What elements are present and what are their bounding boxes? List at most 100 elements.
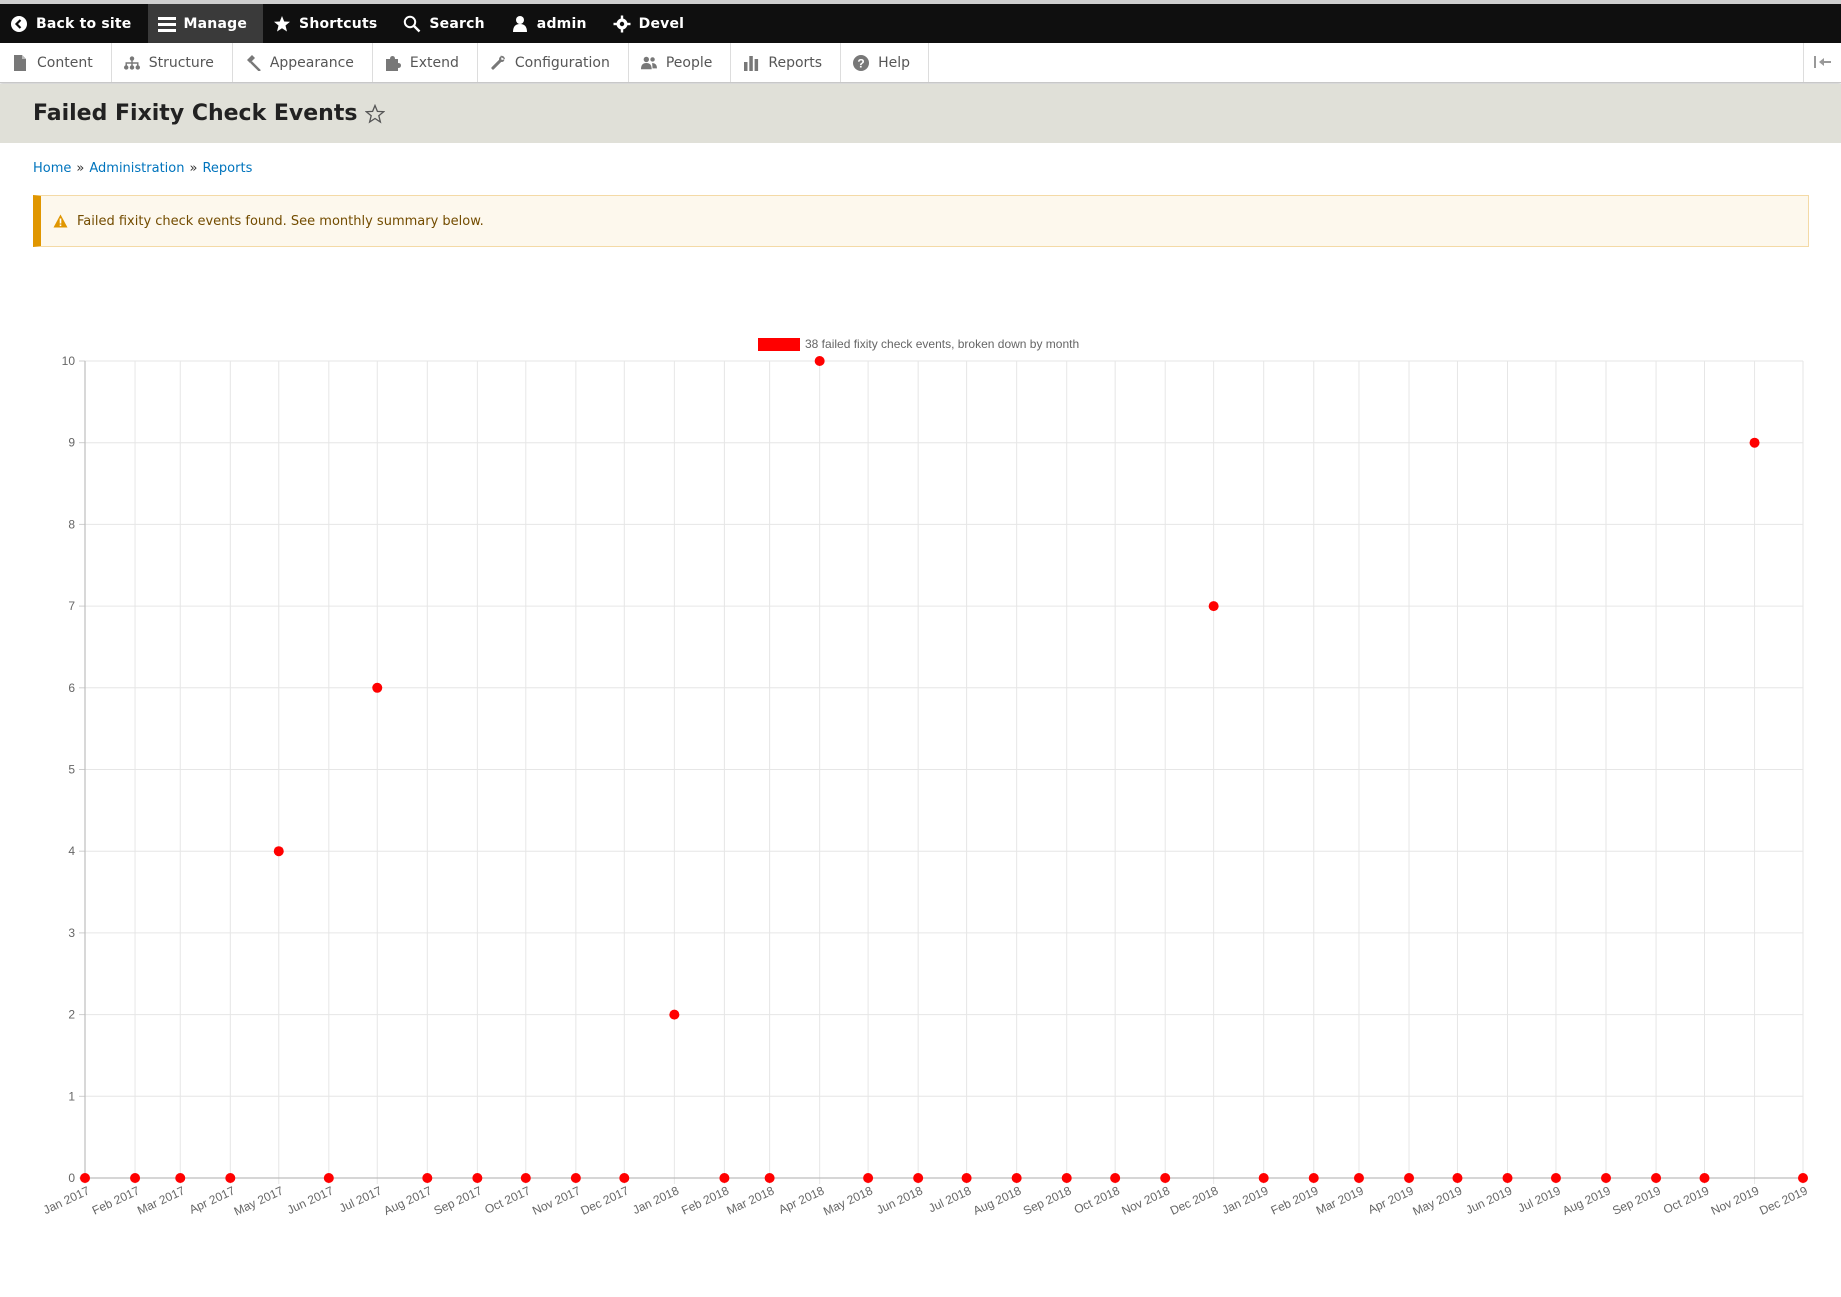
data-point[interactable] [1502,1173,1513,1183]
data-point[interactable] [1061,1173,1072,1183]
x-tick-label: Jun 2019 [1464,1183,1515,1217]
x-tick-label: Oct 2018 [1072,1183,1122,1216]
tray-item-configuration[interactable]: Configuration [478,43,629,82]
puzzle-icon [385,55,401,71]
tray-item-appearance[interactable]: Appearance [233,43,373,82]
x-tick-label: Apr 2017 [187,1183,237,1216]
breadcrumb-separator: » [76,161,85,176]
x-tick-label: Sep 2018 [1021,1183,1074,1218]
tray-item-extend[interactable]: Extend [373,43,478,82]
tray-item-people[interactable]: People [629,43,732,82]
y-tick-label: 8 [68,517,75,531]
data-point[interactable] [961,1173,972,1183]
tray-item-label: Content [37,54,93,71]
data-point[interactable] [225,1173,236,1183]
y-tick-label: 5 [68,763,75,777]
tray-item-reports[interactable]: Reports [731,43,842,82]
data-point[interactable] [1651,1173,1662,1183]
gear-icon [613,15,631,33]
user-label: admin [536,15,587,32]
search-label: Search [429,15,485,32]
data-point[interactable] [472,1173,483,1183]
x-tick-label: Apr 2018 [776,1183,826,1216]
data-point[interactable] [273,846,284,857]
data-point[interactable] [1011,1173,1022,1183]
x-tick-label: Nov 2017 [530,1183,583,1218]
add-shortcut-star-icon[interactable] [365,103,386,124]
data-point[interactable] [669,1009,680,1020]
data-point[interactable] [1308,1173,1319,1183]
x-tick-label: Nov 2018 [1119,1183,1172,1218]
x-tick-label: Apr 2019 [1366,1183,1416,1216]
data-point[interactable] [1601,1173,1612,1183]
tray-item-structure[interactable]: Structure [112,43,233,82]
x-tick-label: Jul 2018 [926,1183,973,1215]
breadcrumb-reports-link[interactable]: Reports [202,161,253,176]
data-point[interactable] [323,1173,334,1183]
bar-chart-icon [743,55,759,71]
x-tick-label: Aug 2017 [382,1183,435,1218]
data-point[interactable] [1110,1173,1121,1183]
data-point[interactable] [1208,601,1219,612]
chart-legend: 38 failed fixity check events, broken do… [758,337,1079,351]
data-point[interactable] [422,1173,433,1183]
data-point[interactable] [1452,1173,1463,1183]
y-axis-ticks: 0 1 2 3 4 5 6 7 8 9 10 [62,354,76,1185]
data-point[interactable] [1550,1173,1561,1183]
back-to-site-link[interactable]: Back to site [0,4,148,43]
y-tick-label: 9 [68,436,75,450]
data-point[interactable] [619,1173,630,1183]
data-point[interactable] [719,1173,730,1183]
data-point[interactable] [1160,1173,1171,1183]
search-icon [403,15,421,33]
search-tab[interactable]: Search [393,4,500,43]
x-tick-label: Jul 2019 [1516,1183,1563,1215]
arrow-left-bar-icon [1813,53,1832,72]
chart-grid [84,360,1804,1184]
breadcrumb-administration-link[interactable]: Administration [89,161,185,176]
data-point[interactable] [1404,1173,1415,1183]
data-point[interactable] [764,1173,775,1183]
devel-tab[interactable]: Devel [603,4,701,43]
fixity-chart: 0 1 2 3 4 5 6 7 8 9 10 Jan 2017 Feb 2017 Mar 2017 Apr… [0,320,1841,1240]
data-point[interactable] [1258,1173,1269,1183]
x-tick-label: Jan 2019 [1220,1183,1271,1217]
tray-orientation-toggle[interactable] [1803,43,1841,82]
data-point[interactable] [80,1173,90,1183]
breadcrumb-home-link[interactable]: Home [33,161,72,176]
breadcrumb-separator: » [189,161,198,176]
shortcuts-tab[interactable]: Shortcuts [263,4,393,43]
tray-item-help[interactable]: ? Help [841,43,929,82]
data-point[interactable] [1353,1173,1364,1183]
data-point[interactable] [372,682,383,693]
page-header: Failed Fixity Check Events [0,84,1841,143]
manage-tab[interactable]: Manage [147,4,264,43]
data-point[interactable] [1798,1173,1808,1183]
chevron-left-circle-icon [10,15,28,33]
hamburger-icon [157,15,176,33]
x-tick-label: Mar 2019 [1314,1183,1366,1217]
y-tick-label: 10 [62,354,76,368]
tray-item-label: Extend [409,54,459,71]
data-point[interactable] [1749,437,1760,448]
data-point[interactable] [913,1173,924,1183]
data-point[interactable] [520,1173,531,1183]
x-tick-label: Sep 2017 [432,1183,485,1218]
tray-item-content[interactable]: Content [0,43,112,82]
user-tab[interactable]: admin [501,4,603,43]
x-tick-label: Dec 2019 [1757,1183,1810,1218]
data-point[interactable] [863,1173,874,1183]
x-tick-label: Oct 2019 [1661,1183,1711,1216]
data-point[interactable] [570,1173,581,1183]
x-tick-label: Jul 2017 [337,1183,384,1215]
data-point[interactable] [175,1173,186,1183]
svg-text:?: ? [857,56,864,70]
data-point[interactable] [814,356,825,366]
data-point[interactable] [130,1173,141,1183]
x-tick-label: Feb 2017 [90,1183,142,1217]
x-tick-label: Aug 2018 [971,1183,1024,1218]
sitemap-icon [123,55,140,71]
x-tick-label: Mar 2017 [135,1183,187,1217]
data-point[interactable] [1699,1173,1710,1183]
